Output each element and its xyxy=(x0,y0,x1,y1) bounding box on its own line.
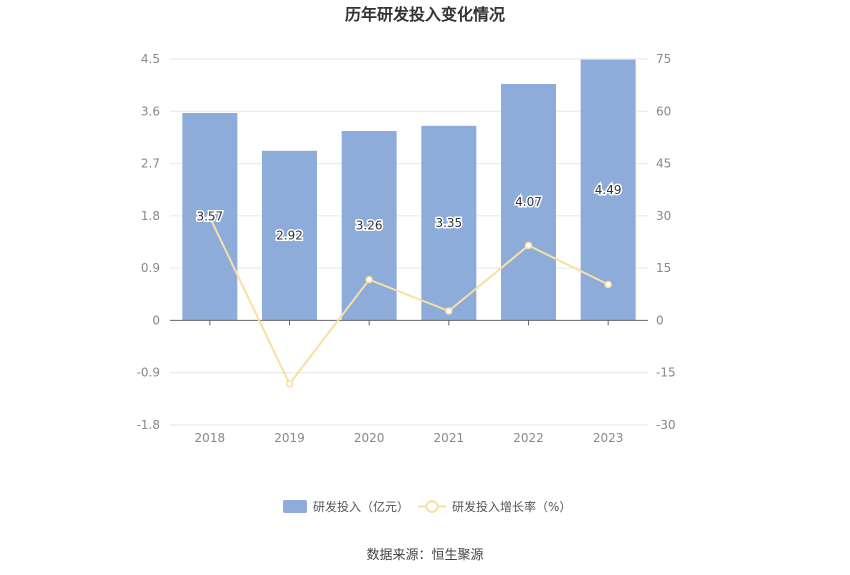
line-point xyxy=(206,213,214,222)
bar-data-label: 4.49 xyxy=(595,183,622,197)
x-axis: 2018 2019 2020 2021 2022 2023 xyxy=(195,431,624,445)
bar xyxy=(341,131,397,321)
left-tick-label: -0.9 xyxy=(137,366,160,380)
legend-line-label: 研发投入增长率（%） xyxy=(452,499,571,514)
left-tick-label: 0 xyxy=(152,313,160,327)
left-axis: 4.5 3.6 2.7 1.8 0.9 0 -0.9 -1.8 xyxy=(137,52,160,432)
data-source: 数据来源：恒生聚源 xyxy=(366,548,483,563)
bar-data-label: 2.92 xyxy=(276,229,303,243)
line-point xyxy=(365,275,373,284)
x-tick-label: 2020 xyxy=(354,431,385,445)
x-tick-label: 2021 xyxy=(434,431,465,445)
left-tick-label: 1.8 xyxy=(141,209,160,223)
left-tick-label: -1.8 xyxy=(137,418,160,432)
legend[interactable]: 研发投入（亿元） 研发投入增长率（%） xyxy=(283,499,571,514)
bar xyxy=(262,150,317,321)
bar-data-label: 4.07 xyxy=(515,195,542,209)
left-tick-label: 4.5 xyxy=(141,52,160,66)
x-tick-label: 2023 xyxy=(593,431,624,445)
bar-series xyxy=(182,59,636,321)
bar-data-label: 3.35 xyxy=(435,216,462,230)
legend-item-line[interactable]: 研发投入增长率（%） xyxy=(418,499,571,514)
x-tick-label: 2019 xyxy=(274,431,305,445)
line-series xyxy=(206,213,612,388)
left-tick-label: 3.6 xyxy=(141,104,160,118)
left-tick-label: 2.7 xyxy=(141,157,160,171)
right-tick-label: 45 xyxy=(656,157,671,171)
growth-line xyxy=(208,216,609,386)
bar-data-label: 3.57 xyxy=(196,210,223,224)
x-tick-label: 2022 xyxy=(513,431,544,445)
grid xyxy=(170,58,648,426)
right-tick-label: 60 xyxy=(656,104,671,118)
line-point xyxy=(604,280,612,289)
legend-bar-label: 研发投入（亿元） xyxy=(313,499,409,514)
bar-data-label: 3.26 xyxy=(356,219,383,233)
legend-bar-swatch xyxy=(283,500,307,513)
bar-labels: 3.57 2.92 3.26 3.35 4.07 4.49 xyxy=(195,182,623,245)
right-tick-label: 75 xyxy=(656,52,671,66)
right-tick-label: -30 xyxy=(656,418,676,432)
x-tick-label: 2018 xyxy=(195,431,226,445)
chart-title: 历年研发投入变化情况 xyxy=(345,5,505,24)
right-tick-label: 15 xyxy=(656,261,671,275)
line-point xyxy=(524,241,533,250)
right-tick-label: -15 xyxy=(656,366,676,380)
legend-line-marker xyxy=(425,500,439,513)
bar xyxy=(421,125,477,321)
right-tick-label: 30 xyxy=(656,209,671,223)
left-tick-label: 0.9 xyxy=(141,261,160,275)
bar xyxy=(501,83,556,321)
legend-item-bar[interactable]: 研发投入（亿元） xyxy=(283,499,409,514)
line-point xyxy=(445,307,453,315)
bar xyxy=(580,59,636,321)
right-tick-label: 0 xyxy=(656,313,664,327)
line-point xyxy=(285,380,294,388)
right-axis: 75 60 45 30 15 0 -15 -30 xyxy=(656,52,676,432)
zero-axis xyxy=(170,319,648,326)
